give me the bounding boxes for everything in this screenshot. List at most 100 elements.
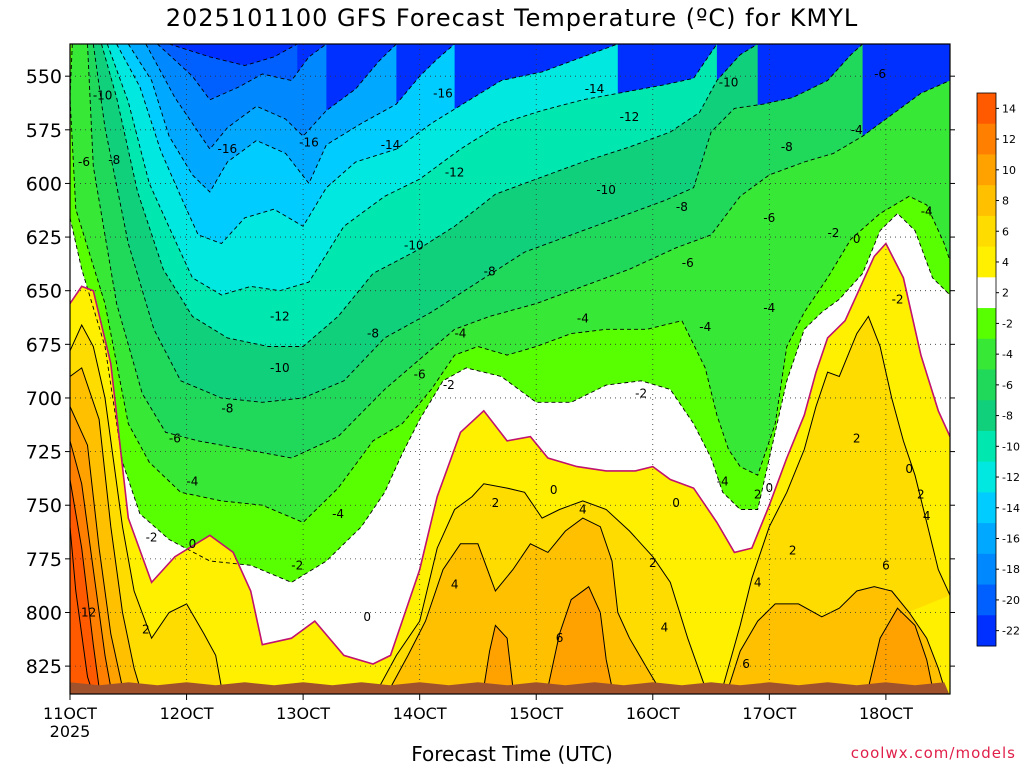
y-tick-label: 800 [26, 602, 62, 624]
contour-label: -6 [78, 155, 90, 169]
y-tick-label: 575 [26, 120, 62, 142]
x-tick-label: 15OCT [509, 704, 563, 723]
x-tick-label: 16OCT [626, 704, 680, 723]
colorbar-swatch [977, 308, 996, 340]
colorbar-swatch [977, 553, 996, 586]
isotherm-2 [70, 323, 222, 688]
contour-label: 4 [754, 575, 762, 589]
colorbar-label: 8 [1002, 195, 1009, 208]
contour-label: -6 [682, 256, 694, 270]
isotherm--20 [157, 44, 327, 101]
contour-label: 6 [742, 657, 750, 671]
band-above-12 [70, 44, 91, 694]
isotherm-8 [70, 440, 112, 688]
contour-label: -6 [874, 67, 886, 81]
contour-label: -14 [585, 82, 605, 96]
isotherm-12 [70, 526, 92, 688]
colorbar-label: -18 [1002, 563, 1020, 576]
isotherm-10 [70, 479, 100, 688]
contour-label: -10 [719, 76, 739, 90]
colorbar-label: -6 [1002, 379, 1013, 392]
contour-label: -16 [299, 136, 319, 150]
plot-frame [69, 43, 951, 695]
colorbar-swatch [977, 123, 996, 155]
contour-label: -2 [635, 387, 647, 401]
x-tick-label: 12OCT [160, 704, 214, 723]
credit-link[interactable]: coolwx.com/models [850, 744, 1016, 762]
isotherm--16 [127, 44, 455, 193]
contour-label: -12 [620, 110, 640, 124]
contour-label: -2 [827, 226, 839, 240]
contour-label: -2 [146, 530, 158, 544]
contour-label: 2 [754, 487, 762, 501]
contour-label: -4 [763, 301, 775, 315]
contour-label: -4 [921, 204, 933, 218]
isotherm-6 [70, 406, 123, 688]
colorbar-swatch [977, 461, 996, 493]
y-tick-label: 625 [26, 227, 62, 249]
y-tick-label: 825 [26, 656, 62, 678]
isotherm-6-cell-1 [547, 585, 613, 688]
y-tick-label: 600 [26, 173, 62, 195]
colorbar-swatch [977, 154, 996, 186]
ground-surface [70, 682, 950, 694]
colorbar-label: -12 [1002, 471, 1020, 484]
contour-label: 2 [917, 487, 925, 501]
colorbar-label: -10 [1002, 440, 1020, 453]
contour-label: -8 [108, 153, 120, 167]
x-tick-label: 11OCT [43, 704, 97, 723]
contour-label: -10 [404, 239, 424, 253]
isotherm--2 [70, 212, 950, 583]
colorbar-swatch [977, 492, 996, 524]
isotherm-4-cell-1 [728, 586, 945, 688]
contour-label: -10 [270, 361, 290, 375]
contour-label: 2 [789, 543, 797, 557]
band-above-6-cell-0 [483, 625, 513, 688]
colorbar-swatch [977, 215, 996, 248]
isotherm--22 [168, 44, 298, 66]
colorbar-swatch [977, 246, 996, 278]
colorbar-label: -16 [1002, 532, 1020, 545]
colorbar-swatch [977, 400, 996, 432]
plot-area: -10 -16 -16 -16 -14 -14 -12 -12 -10 -6 -8 -4 -6 -8 -10… [70, 44, 950, 694]
contour-label: 0 [766, 481, 774, 495]
y-tick-label: 675 [26, 334, 62, 356]
contour-label: -2 [892, 292, 904, 306]
colorbar-label: 6 [1002, 225, 1009, 238]
contour-label: -8 [484, 264, 496, 278]
contour-label: 2 [142, 623, 150, 637]
contour-label: -8 [221, 402, 233, 416]
colorbar-label: -20 [1002, 594, 1020, 607]
contour-label: -10 [93, 88, 113, 102]
colorbar-label: 10 [1002, 164, 1016, 177]
x-tick-label: 13OCT [276, 704, 330, 723]
colorbar-swatch [977, 369, 996, 401]
y-tick-label: 775 [26, 549, 62, 571]
contour-label: -4 [699, 320, 711, 334]
y-tick-label: 550 [26, 66, 62, 88]
colorbar-swatch [977, 430, 996, 463]
colorbar-label: 12 [1002, 133, 1016, 146]
contour-label: 2 [853, 432, 861, 446]
x-tick-label: 18OCT [859, 704, 913, 723]
isotherm-2-cell-0 [378, 483, 706, 688]
colorbar-label: -22 [1002, 625, 1020, 638]
isotherm-0 [70, 242, 950, 665]
contour-label: 4 [661, 620, 669, 634]
contour-label: 0 [853, 232, 861, 246]
x-year-label: 2025 [50, 722, 91, 741]
contour-label: 0 [363, 610, 371, 624]
contour-label: 0 [189, 537, 197, 551]
contour-label: -10 [596, 183, 616, 197]
contour-label: -4 [332, 507, 344, 521]
x-axis-title: Forecast Time (UTC) [411, 742, 613, 766]
contour-label: 6 [556, 631, 564, 645]
isotherm-4-cell-0 [390, 517, 660, 688]
contour-label: -8 [781, 140, 793, 154]
y-tick-label: 750 [26, 495, 62, 517]
contour-label: -2 [443, 378, 455, 392]
chart-title: 2025101100 GFS Forecast Temperature (ºC)… [165, 4, 859, 32]
contour-label: -6 [414, 367, 426, 381]
x-tick-label: 17OCT [742, 704, 796, 723]
colorbar-swatch [977, 523, 996, 555]
